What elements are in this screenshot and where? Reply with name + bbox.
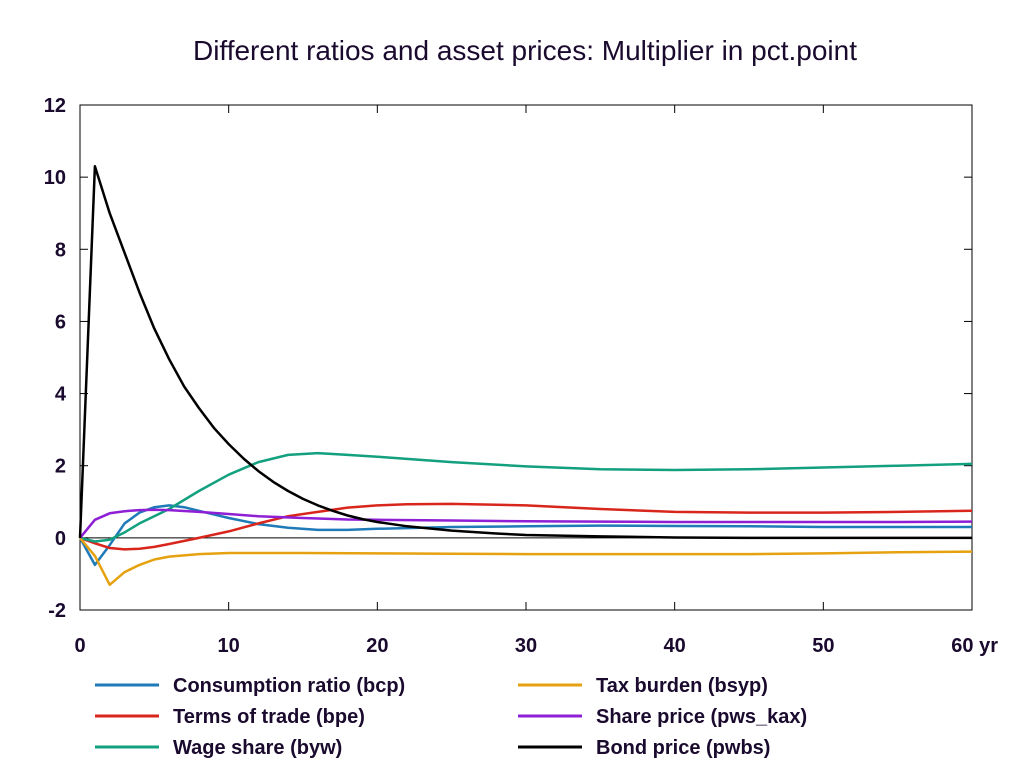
y-tick-label: 8 xyxy=(55,239,66,261)
x-tick-label: 60 yr xyxy=(951,635,998,657)
y-tick-label: 6 xyxy=(55,311,66,333)
legend-label: Bond price (pwbs) xyxy=(596,737,770,759)
x-tick-label: 40 xyxy=(664,635,686,657)
legend-item: Share price (pws_kax) xyxy=(518,706,807,728)
series-line-3 xyxy=(79,537,973,587)
x-tick-label: 10 xyxy=(218,635,240,657)
legend-item: Consumption ratio (bcp) xyxy=(95,675,405,697)
legend-label: Share price (pws_kax) xyxy=(596,706,807,728)
series-line-4 xyxy=(79,508,973,539)
y-tick-label: 0 xyxy=(55,528,66,550)
chart-title: Different ratios and asset prices: Multi… xyxy=(193,35,857,66)
y-tick-label: 4 xyxy=(55,384,67,406)
y-tick-label: 12 xyxy=(44,95,66,117)
y-axis: -2 0 2 4 6 8 10 12 xyxy=(44,95,972,622)
legend-label: Wage share (byw) xyxy=(173,737,342,759)
x-tick-label: 0 xyxy=(74,635,85,657)
legend-item: Terms of trade (bpe) xyxy=(95,706,365,728)
x-tick-label: 30 xyxy=(515,635,537,657)
series-line-2 xyxy=(79,451,973,543)
x-tick-label: 50 xyxy=(812,635,834,657)
series-lines xyxy=(78,165,973,587)
y-tick-label: 10 xyxy=(44,167,66,189)
series-line-5 xyxy=(78,165,972,540)
legend-item: Tax burden (bsyp) xyxy=(518,675,768,697)
y-tick-label: -2 xyxy=(48,600,66,622)
legend-label: Tax burden (bsyp) xyxy=(596,675,768,697)
legend-item: Wage share (byw) xyxy=(95,737,342,759)
x-axis: 0 10 20 30 40 50 60 yr xyxy=(74,105,998,657)
legend-label: Terms of trade (bpe) xyxy=(173,706,365,728)
y-tick-label: 2 xyxy=(55,456,66,478)
x-tick-label: 20 xyxy=(366,635,388,657)
legend-label: Consumption ratio (bcp) xyxy=(173,675,405,697)
legend-item: Bond price (pwbs) xyxy=(518,737,770,759)
legend: Consumption ratio (bcp) Terms of trade (b… xyxy=(95,675,807,759)
series-line-0 xyxy=(78,504,972,567)
